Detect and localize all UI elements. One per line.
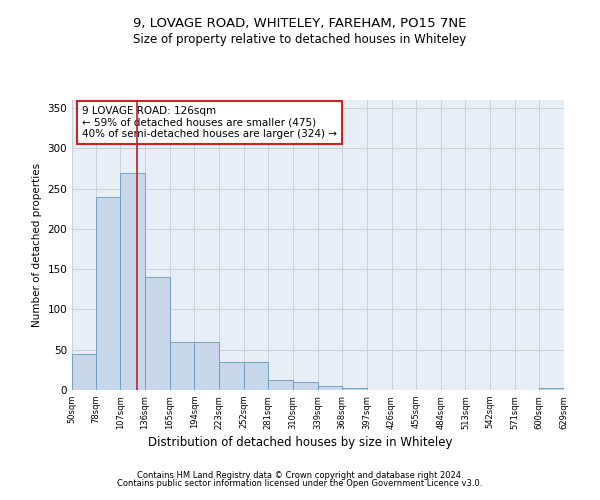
Bar [219,362,244,390]
Bar [121,172,145,390]
Bar [539,388,564,390]
Text: 9, LOVAGE ROAD, WHITELEY, FAREHAM, PO15 7NE: 9, LOVAGE ROAD, WHITELEY, FAREHAM, PO15 … [133,18,467,30]
Bar [72,354,96,390]
Text: Size of property relative to detached houses in Whiteley: Size of property relative to detached ho… [133,32,467,46]
Bar [145,277,170,390]
Text: Distribution of detached houses by size in Whiteley: Distribution of detached houses by size … [148,436,452,449]
Text: Contains public sector information licensed under the Open Government Licence v3: Contains public sector information licen… [118,478,482,488]
Bar [194,342,219,390]
Bar [96,196,121,390]
Bar [268,380,293,390]
Bar [244,362,268,390]
Bar [317,386,342,390]
Text: 9 LOVAGE ROAD: 126sqm
← 59% of detached houses are smaller (475)
40% of semi-det: 9 LOVAGE ROAD: 126sqm ← 59% of detached … [82,106,337,139]
Text: Contains HM Land Registry data © Crown copyright and database right 2024.: Contains HM Land Registry data © Crown c… [137,471,463,480]
Bar [170,342,194,390]
Bar [342,388,367,390]
Bar [293,382,317,390]
Y-axis label: Number of detached properties: Number of detached properties [32,163,42,327]
